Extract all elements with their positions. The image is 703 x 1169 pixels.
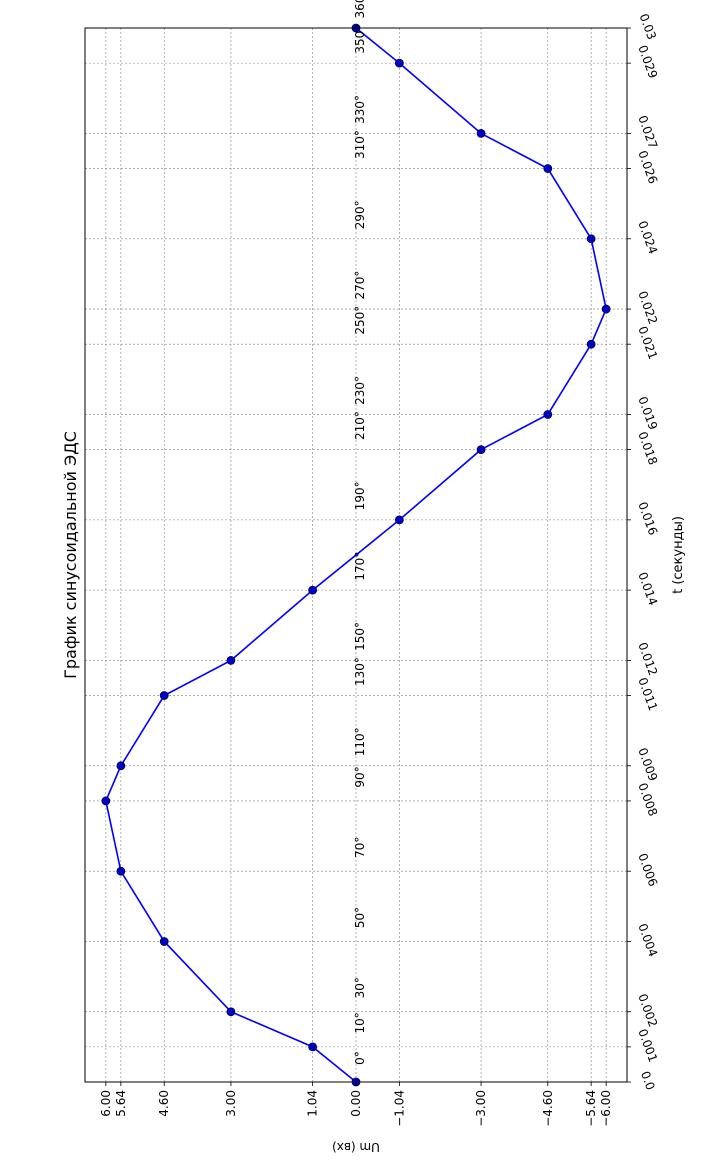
x-axis-label: t (секунды) [671,516,686,594]
angle-label: 270° [353,271,367,300]
value-tick-label: 0.00 [349,1090,363,1117]
angle-label: 30° [353,977,367,998]
angle-label: 50° [353,907,367,928]
data-point [543,410,553,419]
time-tick-label: 0.008 [635,781,660,818]
angle-label: 250° [353,306,367,335]
time-tick-label: 0.001 [635,1027,660,1064]
angle-label: 330° [353,95,367,124]
time-tick-label: 0.016 [635,500,660,537]
data-point [116,761,126,771]
data-point [159,691,169,700]
time-tick-label: 0.009 [635,746,660,783]
data-point [586,339,596,349]
value-tick-label: −4.60 [541,1090,555,1127]
value-tick-label: −3.00 [474,1090,488,1127]
data-point [394,58,404,68]
chart-title: График синусоидальной ЭДС [61,431,80,679]
angle-label: 210° [353,411,367,440]
data-point [586,234,596,244]
angle-label: 360° [353,0,367,18]
time-tick-label: 0.0 [638,1069,658,1092]
y-axis-label: Um (вх) [332,1140,380,1154]
time-tick-label: 0.014 [635,570,660,607]
data-point [101,796,111,806]
time-tick-label: 0.006 [635,851,660,888]
angle-label: 170° [353,552,367,581]
value-tick-label: 6.00 [99,1090,113,1117]
data-point [226,656,236,665]
series-layer [101,23,611,1087]
data-point [159,937,169,946]
value-tick-label: −6.00 [599,1090,613,1127]
value-tick-label: 4.60 [157,1090,171,1117]
time-tick-label: 0.004 [635,922,660,959]
time-tick-label: 0.012 [635,640,660,677]
angle-label: 90° [353,766,367,787]
time-tick-label: 0.021 [635,324,660,361]
data-point [543,164,553,173]
angle-label: 150° [353,622,367,651]
angle-label: 130° [353,657,367,686]
data-point [226,1007,236,1017]
data-point [601,304,611,314]
time-tick-label: 0.011 [635,676,660,713]
time-tick-label: 0.029 [635,43,660,80]
data-point [308,1042,318,1052]
angle-label: 0° [353,1051,367,1065]
angle-label: 350° [353,25,367,54]
time-tick-label: 0.03 [637,12,659,42]
value-tick-label: 3.00 [224,1090,238,1117]
angle-label: 190° [353,481,367,510]
data-point [476,445,486,455]
time-tick-label: 0.026 [635,149,660,186]
data-point [308,585,318,595]
data-point [394,515,404,525]
series-line [105,27,607,1083]
time-tick-label: 0.027 [635,113,660,150]
value-tick-label: 5.64 [114,1090,128,1117]
time-tick-label: 0.002 [635,992,660,1029]
data-point [116,866,126,876]
value-tick-label: −5.64 [584,1090,598,1127]
time-tick-label: 0.022 [635,289,660,326]
value-tick-label: 1.04 [306,1090,320,1117]
value-tick-label: −1.04 [392,1090,406,1127]
time-tick-label: 0.019 [635,395,660,432]
angle-label: 230° [353,376,367,405]
data-point [476,128,486,138]
angle-label: 290° [353,200,367,229]
angle-label: 310° [353,130,367,159]
angle-label: 110° [353,727,367,756]
time-tick-label: 0.024 [635,219,660,256]
angle-label: 10° [353,1012,367,1033]
time-tick-label: 0.018 [635,430,660,467]
angle-label: 70° [353,837,367,858]
